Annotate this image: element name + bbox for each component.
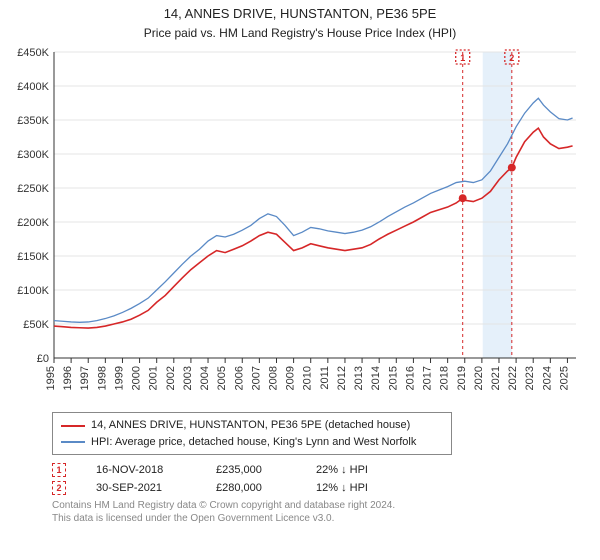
sale-change: 12% ↓ HPI: [316, 482, 368, 494]
legend-label-property: 14, ANNES DRIVE, HUNSTANTON, PE36 5PE (d…: [91, 417, 410, 434]
svg-text:2015: 2015: [387, 366, 399, 390]
svg-text:£150K: £150K: [17, 251, 49, 263]
svg-text:2000: 2000: [131, 366, 143, 390]
svg-text:1995: 1995: [45, 366, 57, 390]
legend-swatch-property: [61, 425, 85, 427]
sale-price: £235,000: [216, 464, 286, 476]
svg-text:2006: 2006: [233, 366, 245, 390]
svg-text:1999: 1999: [113, 366, 125, 390]
copyright-line: This data is licensed under the Open Gov…: [52, 512, 590, 525]
svg-text:2016: 2016: [404, 366, 416, 390]
sale-badge-icon: 2: [52, 481, 66, 495]
svg-text:£0: £0: [37, 353, 49, 365]
svg-text:£400K: £400K: [17, 81, 49, 93]
svg-text:2012: 2012: [336, 366, 348, 390]
legend-label-hpi: HPI: Average price, detached house, King…: [91, 434, 416, 451]
svg-text:2009: 2009: [285, 366, 297, 390]
svg-text:£350K: £350K: [17, 115, 49, 127]
chart-container: 14, ANNES DRIVE, HUNSTANTON, PE36 5PE Pr…: [0, 0, 600, 560]
svg-text:2024: 2024: [541, 366, 553, 390]
svg-text:2011: 2011: [319, 366, 331, 390]
svg-text:1: 1: [460, 53, 465, 63]
svg-text:2023: 2023: [524, 366, 536, 390]
svg-text:1996: 1996: [62, 366, 74, 390]
line-chart: £0 £50K £100K £150K £200K £250K £300K £350K £400…: [12, 46, 588, 406]
sale-badge-icon: 1: [52, 463, 66, 477]
svg-text:2003: 2003: [182, 366, 194, 390]
sale-row: 2 30-SEP-2021 £280,000 12% ↓ HPI: [52, 481, 590, 495]
sale-date: 16-NOV-2018: [96, 464, 186, 476]
svg-text:2022: 2022: [507, 366, 519, 390]
svg-text:2019: 2019: [456, 366, 468, 390]
svg-text:2021: 2021: [490, 366, 502, 390]
svg-text:2001: 2001: [148, 366, 160, 390]
sale-row: 1 16-NOV-2018 £235,000 22% ↓ HPI: [52, 463, 590, 477]
svg-text:2010: 2010: [302, 366, 314, 390]
legend-item-hpi: HPI: Average price, detached house, King…: [61, 434, 443, 451]
chart-title: 14, ANNES DRIVE, HUNSTANTON, PE36 5PE: [10, 6, 590, 22]
legend: 14, ANNES DRIVE, HUNSTANTON, PE36 5PE (d…: [52, 412, 452, 455]
svg-text:£50K: £50K: [23, 319, 49, 331]
legend-item-property: 14, ANNES DRIVE, HUNSTANTON, PE36 5PE (d…: [61, 417, 443, 434]
svg-text:2007: 2007: [250, 366, 262, 390]
copyright: Contains HM Land Registry data © Crown c…: [52, 499, 590, 525]
svg-text:2: 2: [509, 53, 514, 63]
legend-swatch-hpi: [61, 441, 85, 443]
chart-subtitle: Price paid vs. HM Land Registry's House …: [10, 26, 590, 40]
svg-text:2008: 2008: [267, 366, 279, 390]
svg-text:2018: 2018: [439, 366, 451, 390]
sale-date: 30-SEP-2021: [96, 482, 186, 494]
sales-table: 1 16-NOV-2018 £235,000 22% ↓ HPI 2 30-SE…: [52, 463, 590, 495]
svg-text:2004: 2004: [199, 366, 211, 390]
svg-text:2002: 2002: [165, 366, 177, 390]
svg-text:2013: 2013: [353, 366, 365, 390]
svg-text:£200K: £200K: [17, 217, 49, 229]
svg-text:2005: 2005: [216, 366, 228, 390]
svg-text:2014: 2014: [370, 366, 382, 390]
svg-text:£250K: £250K: [17, 183, 49, 195]
sale-change: 22% ↓ HPI: [316, 464, 368, 476]
svg-text:1997: 1997: [79, 366, 91, 390]
svg-text:2025: 2025: [558, 366, 570, 390]
copyright-line: Contains HM Land Registry data © Crown c…: [52, 499, 590, 512]
svg-text:1998: 1998: [96, 366, 108, 390]
svg-text:£300K: £300K: [17, 149, 49, 161]
svg-text:£100K: £100K: [17, 285, 49, 297]
svg-text:2020: 2020: [473, 366, 485, 390]
svg-text:2017: 2017: [422, 366, 434, 390]
svg-text:£450K: £450K: [17, 47, 49, 59]
sale-price: £280,000: [216, 482, 286, 494]
